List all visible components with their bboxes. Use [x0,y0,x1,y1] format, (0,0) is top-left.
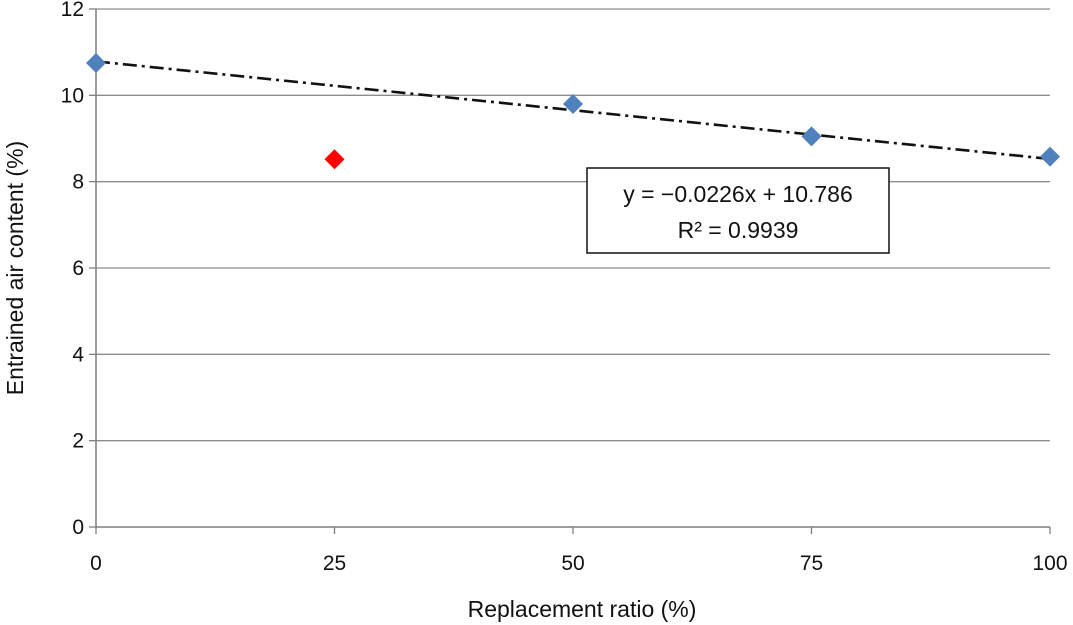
data-point [563,93,583,114]
y-tick-label: 2 [72,430,84,453]
y-tick-label: 6 [72,257,84,280]
y-tick-label: 12 [61,0,84,21]
data-point [86,52,106,73]
x-tick-label: 25 [323,552,346,575]
equation-box: y = −0.0226x + 10.786 R² = 0.9939 [586,167,890,254]
equation-box-frame [586,167,890,254]
y-axis-title: Entrained air content (%) [2,141,28,395]
data-points [86,52,1060,170]
y-tick-label: 4 [72,343,84,366]
x-tick-label: 100 [1032,552,1067,575]
x-tick-label: 75 [800,552,823,575]
x-tick-labels: 0 25 50 75 100 [90,552,1067,575]
data-point [1040,146,1060,167]
trendline-equation: y = −0.0226x + 10.786 [623,181,853,207]
data-point [801,126,822,147]
x-tick-label: 0 [90,552,102,575]
x-tick-label: 50 [561,552,584,575]
y-tick-label: 8 [72,171,84,194]
r-squared-value: R² = 0.9939 [678,217,799,243]
y-tick-label: 0 [72,516,84,539]
x-axis-title: Replacement ratio (%) [468,596,697,622]
gridlines [96,8,1050,442]
y-tick-labels: 0 2 4 6 8 10 12 [61,0,85,539]
axes [89,8,1051,534]
y-tick-label: 10 [61,84,84,107]
data-point [324,149,345,170]
